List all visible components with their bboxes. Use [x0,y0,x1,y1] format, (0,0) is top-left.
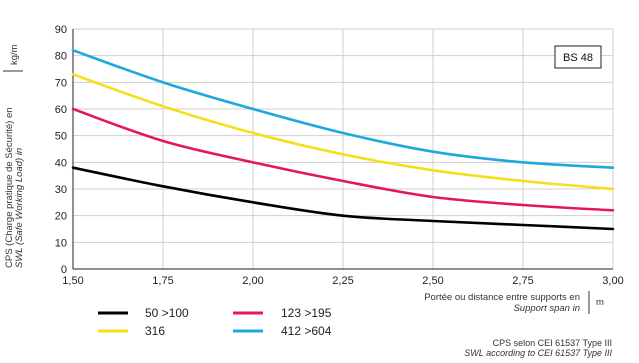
y-tick-label: 0 [61,264,67,276]
series-line-2 [71,107,615,212]
x-axis-label: Portée ou distance entre supports en Sup… [424,291,604,314]
x-tick-label: 2,25 [332,275,353,287]
legend-label-2: 123 >195 [281,306,332,320]
y-tick-label: 20 [55,211,67,223]
x-axis-unit: m [596,297,604,308]
y-axis-label-italic: SWL (Safe Working Load) in [14,148,25,268]
y-tick-label: 40 [55,157,67,169]
x-tick-label: 2,50 [422,275,443,287]
badge-label: BS 48 [563,52,593,64]
x-tick-label: 2,00 [242,275,263,287]
legend-label-3: 412 >604 [281,324,332,338]
series-line-0 [71,166,615,231]
legend-label-1: 316 [145,324,165,338]
x-axis-label-main: Portée ou distance entre supports en [424,292,580,303]
legend: 50 >100 316 123 >195 412 >604 [98,306,332,338]
axes [72,29,613,270]
series-line-3 [71,49,615,169]
y-axis-label: CPS (Charge pratique de Sécurité) en SWL… [3,44,25,268]
y-tick-label: 80 [55,51,67,63]
x-axis-label-italic: Support span in [513,303,580,314]
y-axis-unit: kg/m [9,44,20,65]
footnote-line-2: SWL according to CEI 61537 Type III [464,348,612,358]
series-lines [71,49,615,231]
footnote-line-1: CPS selon CEI 61537 Type III [493,338,612,348]
series-line-1 [71,73,615,191]
footnote: CPS selon CEI 61537 Type III SWL accordi… [464,338,612,358]
y-axis-label-main: CPS (Charge pratique de Sécurité) en [4,107,15,268]
x-tick-label: 1,50 [62,275,83,287]
tick-labels: 0 10 20 30 40 50 60 70 80 90 1,50 1,75 2,00 2,25 2,50 2… [55,24,624,287]
x-tick-label: 3,00 [602,275,623,287]
y-tick-label: 50 [55,131,67,143]
y-tick-label: 30 [55,184,67,196]
y-tick-label: 10 [55,237,67,249]
x-tick-label: 1,75 [152,275,173,287]
y-tick-label: 60 [55,104,67,116]
chart-badge: BS 48 [554,45,602,69]
y-tick-label: 70 [55,77,67,89]
y-tick-label: 90 [55,24,67,36]
x-tick-label: 2,75 [512,275,533,287]
legend-label-0: 50 >100 [145,306,189,320]
